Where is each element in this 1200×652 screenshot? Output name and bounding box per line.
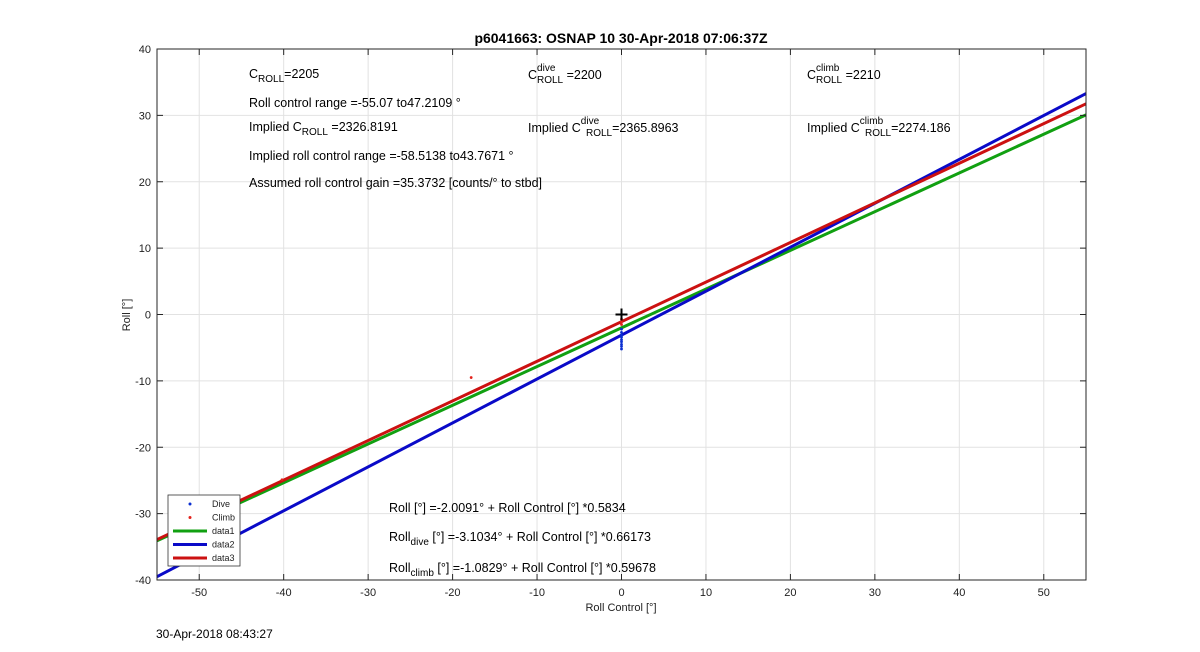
point-climb [280,478,284,482]
y-tick-label: -20 [135,442,151,454]
fit-all-equation: Roll [°] =-2.0091° + Roll Control [°] *0… [389,501,626,515]
legend-label-data3: data3 [212,553,235,563]
point-dive [620,347,623,351]
x-tick-label: -10 [529,587,545,599]
implied-range-annotation: Implied roll control range =-58.5138 to4… [249,149,514,163]
x-tick-label: 50 [1038,587,1050,599]
x-tick-label: -40 [276,587,292,599]
axis-ticks: -50 -40 -30 -20 -10 0 10 20 30 40 50 -40 -30 -20 -10 0 1… [135,44,1086,599]
fit-dive-equation: Rolldive [°] =-3.1034° + Roll Control [°… [389,530,651,548]
point-dive [620,333,623,337]
x-tick-label: -50 [191,587,207,599]
y-tick-label: 0 [145,310,151,322]
point-dive [620,331,623,334]
x-tick-label: 30 [869,587,881,599]
point-dive [620,340,623,344]
x-axis-label: Roll Control [°] [585,602,656,614]
x-tick-label: -20 [445,587,461,599]
implied-c-dive-annotation: Implied Cdive ROLL=2365.8963 [528,116,679,139]
point-dive [620,338,623,342]
y-tick-label: 20 [139,177,151,189]
legend-marker-climb [188,516,192,519]
x-tick-label: 10 [700,587,712,599]
implied-c-roll-annotation: Implied CROLL =2326.8191 [249,120,398,138]
chart-title: p6041663: OSNAP 10 30-Apr-2018 07:06:37Z [474,30,768,46]
point-dive [620,344,623,348]
legend-label-data2: data2 [212,540,235,550]
y-tick-label: -30 [135,509,151,521]
y-tick-label: -10 [135,376,151,388]
y-tick-label: 10 [139,243,151,255]
legend-label-climb: Climb [212,513,235,523]
gain-annotation: Assumed roll control gain =35.3732 [coun… [249,176,542,190]
x-tick-label: -30 [360,587,376,599]
point-dive [620,342,623,346]
c-roll-dive-annotation: Cdive ROLL =2200 [528,63,602,86]
legend-marker-dive [188,502,192,506]
point-climb [620,323,623,326]
point-climb [620,320,623,324]
point-climb [469,376,473,379]
legend: Dive Climb data1 data2 data3 [167,494,241,567]
legend-label-dive: Dive [212,499,230,509]
y-tick-label: -40 [135,575,151,587]
x-tick-label: 0 [618,587,624,599]
legend-label-data1: data1 [212,526,235,536]
y-tick-label: 30 [139,110,151,122]
y-tick-label: 40 [139,44,151,56]
x-tick-label: 40 [953,587,965,599]
implied-c-climb-annotation: Implied Cclimb ROLL=2274.186 [807,116,951,139]
origin-plus-marker [615,308,628,321]
timestamp-footer: 30-Apr-2018 08:43:27 [156,627,273,641]
roll-control-range-annotation: Roll control range =-55.07 to47.2109 ° [249,96,461,110]
c-roll-climb-annotation: Cclimb ROLL =2210 [807,63,881,86]
fit-climb-equation: Rollclimb [°] =-1.0829° + Roll Control [… [389,561,656,579]
y-axis-label: Roll [°] [121,299,133,332]
x-tick-label: 20 [784,587,796,599]
point-dive [620,327,623,331]
point-dive [620,335,623,339]
c-roll-annotation: CROLL=2205 [249,67,319,85]
